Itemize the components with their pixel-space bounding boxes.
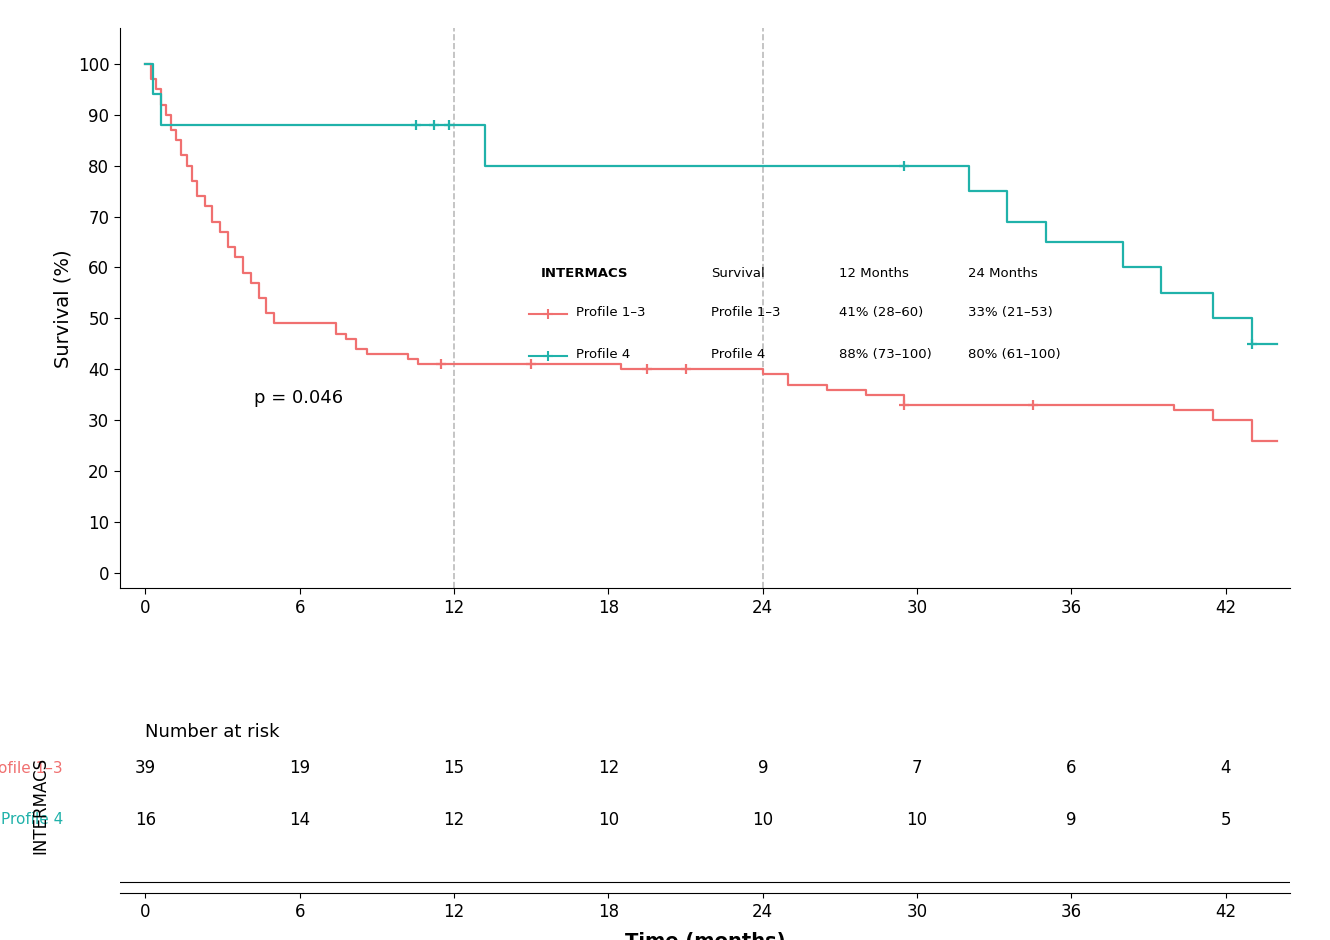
- Text: 24 Months: 24 Months: [968, 267, 1037, 280]
- Text: 10: 10: [598, 810, 618, 829]
- Text: 33% (21–53): 33% (21–53): [968, 306, 1053, 320]
- Text: 41% (28–60): 41% (28–60): [839, 306, 924, 320]
- Text: 5: 5: [1221, 810, 1232, 829]
- Text: 80% (61–100): 80% (61–100): [968, 349, 1061, 361]
- Text: Survival: Survival: [710, 267, 765, 280]
- Text: Profile 4: Profile 4: [1, 812, 63, 827]
- Text: Number at risk: Number at risk: [145, 723, 279, 741]
- Text: 6: 6: [1067, 760, 1077, 777]
- Text: 7: 7: [912, 760, 923, 777]
- Text: INTERMACS: INTERMACS: [541, 267, 629, 280]
- Text: 12: 12: [597, 760, 618, 777]
- Text: 9: 9: [758, 760, 767, 777]
- Text: Profile 1–3: Profile 1–3: [710, 306, 781, 320]
- X-axis label: Time (months): Time (months): [625, 932, 785, 940]
- Text: 4: 4: [1221, 760, 1232, 777]
- Text: 88% (73–100): 88% (73–100): [839, 349, 932, 361]
- Text: 19: 19: [289, 760, 310, 777]
- Text: INTERMACS: INTERMACS: [31, 757, 49, 854]
- Text: 16: 16: [134, 810, 156, 829]
- Text: 10: 10: [907, 810, 928, 829]
- Text: Profile 1–3: Profile 1–3: [0, 760, 63, 776]
- Text: Profile 1–3: Profile 1–3: [576, 306, 645, 320]
- Text: 15: 15: [443, 760, 464, 777]
- Text: Profile 4: Profile 4: [576, 349, 630, 361]
- Text: 14: 14: [289, 810, 310, 829]
- Text: 12: 12: [443, 810, 464, 829]
- Text: 10: 10: [753, 810, 773, 829]
- Text: 12 Months: 12 Months: [839, 267, 910, 280]
- Text: 39: 39: [134, 760, 156, 777]
- Text: Profile 4: Profile 4: [710, 349, 765, 361]
- Y-axis label: Survival (%): Survival (%): [53, 249, 72, 368]
- Text: p = 0.046: p = 0.046: [254, 389, 343, 407]
- Text: 9: 9: [1067, 810, 1077, 829]
